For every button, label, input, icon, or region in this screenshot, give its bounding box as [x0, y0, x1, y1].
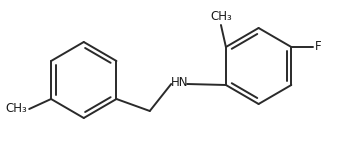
Text: CH₃: CH₃ [6, 102, 27, 115]
Text: F: F [315, 40, 322, 53]
Text: HN: HN [170, 75, 188, 88]
Text: CH₃: CH₃ [210, 10, 232, 23]
